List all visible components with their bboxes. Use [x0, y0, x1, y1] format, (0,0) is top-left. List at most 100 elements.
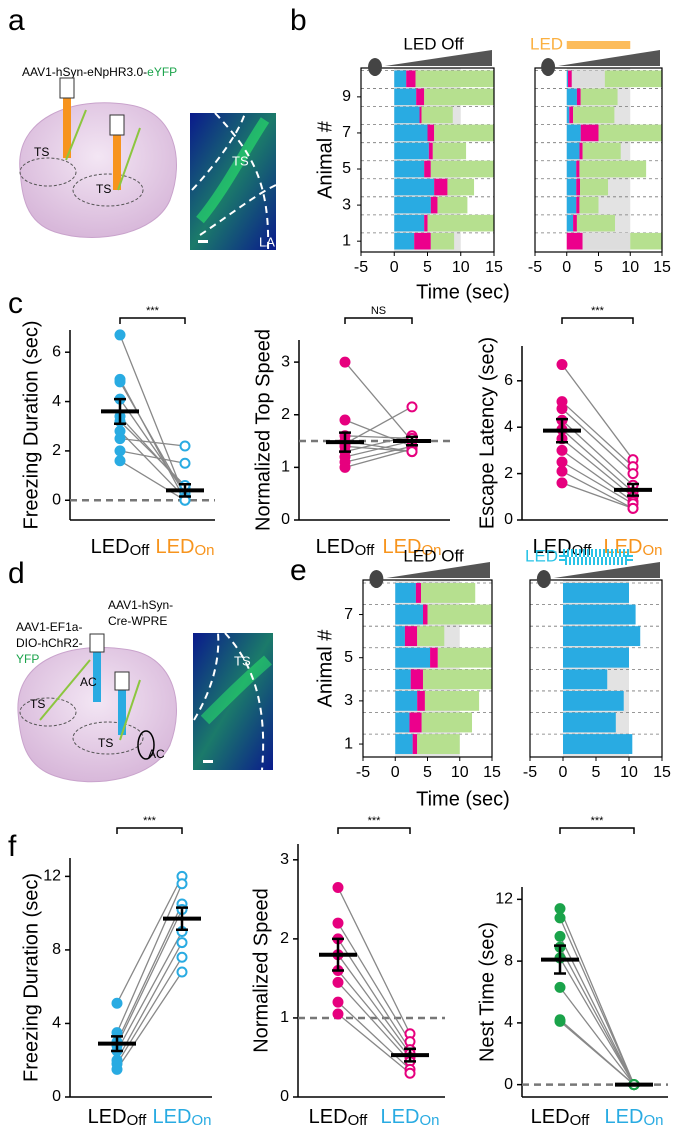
segment	[424, 88, 494, 106]
data-point	[556, 359, 568, 371]
pair-line	[344, 406, 413, 445]
segment	[566, 70, 569, 88]
segment	[395, 583, 416, 603]
segment	[430, 160, 494, 178]
x-tick-label: 0	[559, 764, 568, 781]
segment	[430, 232, 455, 250]
led-label: LED	[525, 546, 558, 565]
data-point	[179, 440, 191, 452]
x-tick-label: 0	[562, 259, 571, 276]
category-main: LED	[309, 1106, 348, 1128]
segment	[404, 626, 418, 647]
significance-label: ***	[368, 815, 382, 827]
y-tick-label: 2	[281, 406, 290, 423]
y-tick-label: 5	[344, 649, 353, 666]
data-point	[627, 468, 639, 480]
image-label: TS	[232, 153, 249, 168]
segment	[395, 626, 405, 647]
pair-line	[561, 429, 634, 493]
virus-label: DIO-hChR2-	[16, 636, 83, 650]
segment	[566, 178, 577, 196]
segment	[573, 106, 615, 124]
segment	[576, 160, 580, 178]
segment	[416, 88, 425, 106]
pair-line	[116, 883, 183, 1033]
led-bar	[566, 41, 631, 49]
brain-label: AC	[80, 675, 97, 689]
segment	[428, 142, 433, 160]
significance-label: ***	[591, 815, 605, 827]
eye-icon	[536, 570, 551, 588]
y-tick-label: 9	[342, 88, 351, 105]
segment	[394, 88, 417, 106]
segment	[417, 626, 445, 647]
segment	[424, 160, 431, 178]
y-tick-label: 0	[504, 511, 513, 528]
significance-bracket	[119, 317, 186, 324]
segment	[566, 88, 577, 106]
brain-label: TS	[96, 182, 111, 196]
category-sub: Off	[570, 1112, 591, 1129]
y-axis-label: Nest Time (sec)	[476, 922, 498, 1062]
pair-line	[119, 420, 186, 486]
x-tick-label: 0	[390, 259, 399, 276]
segment	[432, 142, 467, 160]
data-point	[406, 446, 418, 458]
eye-icon	[368, 58, 383, 76]
data-point	[554, 912, 566, 924]
y-tick-label: 3	[342, 196, 351, 213]
y-tick-label: 1	[344, 735, 353, 752]
y-tick-label: 12	[43, 868, 61, 885]
pair-line	[561, 461, 634, 505]
y-tick-label: 0	[504, 1076, 513, 1093]
segment	[563, 626, 641, 647]
y-tick-label: 0	[281, 511, 290, 528]
segment	[424, 690, 480, 711]
data-point	[554, 981, 566, 993]
segment	[406, 70, 416, 88]
category-label: LEDOff	[91, 536, 150, 559]
category-main: LED	[533, 536, 572, 558]
category-main: LED	[316, 536, 355, 558]
data-point	[556, 403, 568, 415]
category-label: LEDOn	[383, 536, 442, 559]
data-point	[556, 465, 568, 477]
data-point	[406, 401, 418, 413]
pair-line	[561, 449, 634, 502]
y-tick-label: 1	[280, 1009, 289, 1026]
panel-label: e	[290, 554, 307, 587]
x-tick-label: 5	[594, 259, 603, 276]
segment	[437, 196, 468, 214]
pair-line	[561, 401, 634, 468]
pair-line	[119, 398, 186, 494]
category-sub: On	[643, 1112, 663, 1129]
y-tick-label: 1	[342, 232, 351, 249]
significance-label: NS	[371, 305, 386, 317]
y-tick-label: 6	[504, 372, 513, 389]
brain-drawing	[17, 633, 177, 783]
segment	[419, 106, 422, 124]
pair-line	[116, 876, 183, 1004]
category-label: LEDOn	[604, 536, 663, 559]
panel-label: b	[290, 4, 307, 37]
segment	[424, 214, 428, 232]
y-tick-label: 3	[280, 851, 289, 868]
pair-line	[337, 887, 411, 1035]
segment	[427, 604, 492, 625]
y-tick-label: 0	[280, 1088, 289, 1105]
segment	[395, 690, 418, 711]
category-label: LEDOn	[381, 1106, 440, 1129]
segment	[580, 178, 609, 196]
category-sub: Off	[355, 542, 376, 559]
significance-label: ***	[146, 305, 160, 317]
segment	[410, 669, 423, 690]
y-tick-label: 5	[342, 160, 351, 177]
category-label: LEDOff	[316, 536, 375, 559]
segment	[427, 214, 494, 232]
pair-line	[337, 922, 411, 1042]
segment	[598, 124, 662, 142]
segment	[394, 70, 407, 88]
significance-bracket	[337, 827, 411, 834]
segment	[395, 734, 413, 754]
